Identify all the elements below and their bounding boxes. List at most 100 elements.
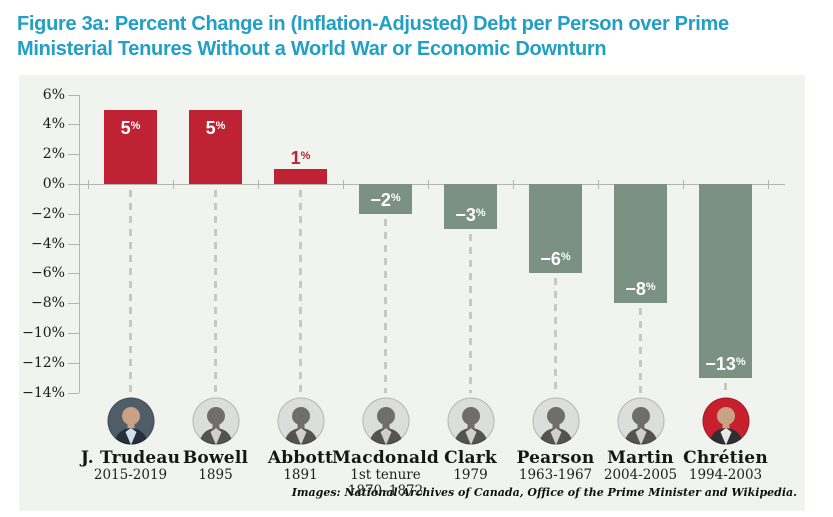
y-axis-label: −6% (31, 265, 65, 282)
image-credit: Images: National Archives of Canada, Off… (291, 486, 797, 499)
leader-line (469, 233, 472, 393)
pm-name: Abbott (267, 448, 334, 468)
pm-label-block-Chrétien: Chrétien 1994-2003 (660, 449, 792, 484)
y-axis-line (79, 94, 80, 393)
person-icon (447, 397, 494, 445)
x-tick-3 (343, 180, 344, 189)
chart-panel: Images: National Archives of Canada, Off… (19, 75, 805, 511)
bar-value-label: −8% (625, 279, 656, 300)
pm-years: 2004-2005 (603, 467, 678, 483)
pm-name: Pearson (516, 448, 595, 468)
y-tick-3 (68, 184, 79, 185)
bar-J. Trudeau (104, 109, 157, 184)
y-tick-9 (68, 362, 79, 364)
portrait-Chrétien (702, 397, 750, 445)
pm-label-block-J. Trudeau: J. Trudeau 2015-2019 (65, 449, 197, 484)
bar-Chrétien (699, 184, 752, 378)
bar-Martin (614, 184, 667, 304)
y-axis-label: −2% (31, 205, 65, 222)
pm-label-block-Martin: Martin 2004-2005 (575, 449, 707, 484)
pm-name: Chrétien (683, 448, 768, 468)
person-icon (617, 397, 664, 445)
bar-Abbott (274, 169, 327, 184)
y-tick-0 (68, 94, 79, 96)
figure-title: Figure 3a: Percent Change in (Inflation-… (17, 13, 729, 60)
y-tick-1 (68, 124, 79, 126)
bar-Pearson (529, 184, 582, 274)
bar-value-label: −3% (455, 204, 486, 225)
portrait-Clark (447, 397, 495, 445)
pm-name: J. Trudeau (80, 448, 181, 468)
pm-label-block-Pearson: Pearson 1963-1967 (490, 449, 622, 484)
bar-value-label: 5% (120, 117, 141, 138)
person-icon (192, 397, 239, 445)
y-axis-label: −10% (22, 325, 65, 341)
x-tick-1 (173, 180, 174, 189)
person-icon (532, 397, 579, 445)
y-axis-label: 4% (42, 116, 65, 133)
x-tick-4 (428, 180, 429, 189)
portrait-Macdonald (362, 397, 410, 445)
bar-value-label: −2% (370, 189, 401, 210)
pm-years: 1891 (283, 467, 318, 483)
y-tick-4 (68, 213, 79, 215)
bar-Macdonald (359, 184, 412, 214)
portrait-Martin (617, 397, 665, 445)
y-axis-label: −8% (31, 295, 65, 312)
y-tick-2 (68, 154, 79, 156)
x-tick-7 (683, 180, 684, 189)
leader-line (384, 218, 387, 393)
y-tick-10 (68, 392, 79, 394)
portrait-Abbott (277, 397, 325, 445)
y-axis-label: −4% (31, 235, 65, 252)
pm-years: 1994-2003 (688, 467, 763, 483)
person-icon (107, 397, 154, 445)
bar-value-label: −13% (705, 353, 746, 374)
x-axis-baseline (79, 184, 785, 185)
x-tick-0 (88, 180, 89, 189)
y-tick-8 (68, 333, 79, 334)
portrait-J. Trudeau (107, 397, 155, 445)
y-tick-6 (68, 273, 79, 275)
pm-label-block-Clark: Clark 1979 (405, 449, 537, 484)
pm-name: Clark (444, 448, 497, 468)
y-axis-label: 0% (42, 176, 65, 192)
person-icon (277, 397, 324, 445)
leader-line (724, 382, 727, 393)
x-tick-2 (258, 180, 259, 189)
portrait-Bowell (192, 397, 240, 445)
pm-label-block-Macdonald: Macdonald 1st tenure 1870–1872 (320, 449, 452, 499)
x-tick-8 (768, 180, 769, 189)
y-axis-label: 6% (42, 86, 65, 103)
x-tick-6 (598, 180, 599, 189)
pm-years: 1895 (198, 467, 233, 483)
leader-line (214, 190, 217, 393)
pm-years: 1870–1872 (347, 482, 424, 499)
pm-tenure-note: 1st tenure (350, 467, 421, 483)
y-axis-label: −14% (22, 384, 65, 401)
bar-value-label: −6% (540, 249, 571, 270)
y-tick-7 (68, 303, 79, 305)
leader-line (129, 190, 132, 393)
bar-Bowell (189, 109, 242, 184)
pm-name: Bowell (182, 448, 249, 468)
portrait-Pearson (532, 397, 580, 445)
pm-name: Martin (607, 448, 674, 468)
pm-years: 1963-1967 (518, 467, 593, 483)
pm-years: 1979 (453, 467, 488, 483)
bar-value-label: 5% (205, 117, 226, 138)
pm-label-block-Abbott: Abbott 1891 (235, 449, 367, 484)
leader-line (299, 190, 302, 393)
leader-line (554, 278, 557, 393)
person-icon (362, 397, 409, 445)
pm-label-block-Bowell: Bowell 1895 (150, 449, 282, 484)
y-axis-label: −12% (22, 354, 65, 371)
y-axis-label: 2% (42, 146, 65, 163)
y-tick-5 (68, 243, 79, 245)
person-icon (702, 397, 749, 445)
pm-years: 2015-2019 (93, 467, 168, 483)
bar-Clark (444, 184, 497, 229)
leader-line (639, 308, 642, 393)
x-tick-5 (513, 180, 514, 189)
